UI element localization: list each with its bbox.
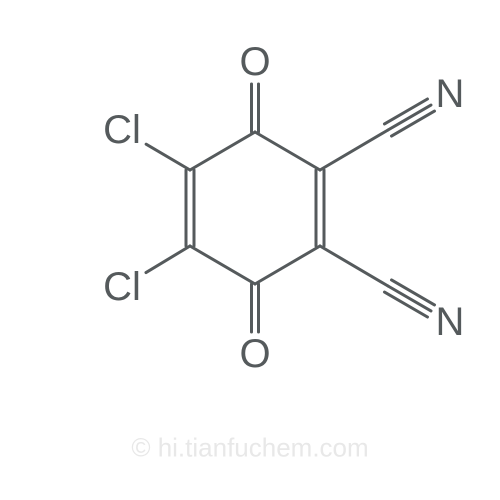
watermark-text: © hi.tianfuchem.com	[131, 433, 368, 464]
atom-label-o_top: O	[239, 42, 270, 82]
structure-canvas: O O Cl Cl N N © hi.tianfuchem.com	[0, 0, 500, 500]
atom-label-o_bot: O	[239, 334, 270, 374]
atom-label-cn2_n: N	[436, 302, 465, 342]
atom-label-cl_bot: Cl	[103, 267, 141, 307]
atom-label-cn1_n: N	[436, 74, 465, 114]
atom-label-cl_top: Cl	[103, 110, 141, 150]
